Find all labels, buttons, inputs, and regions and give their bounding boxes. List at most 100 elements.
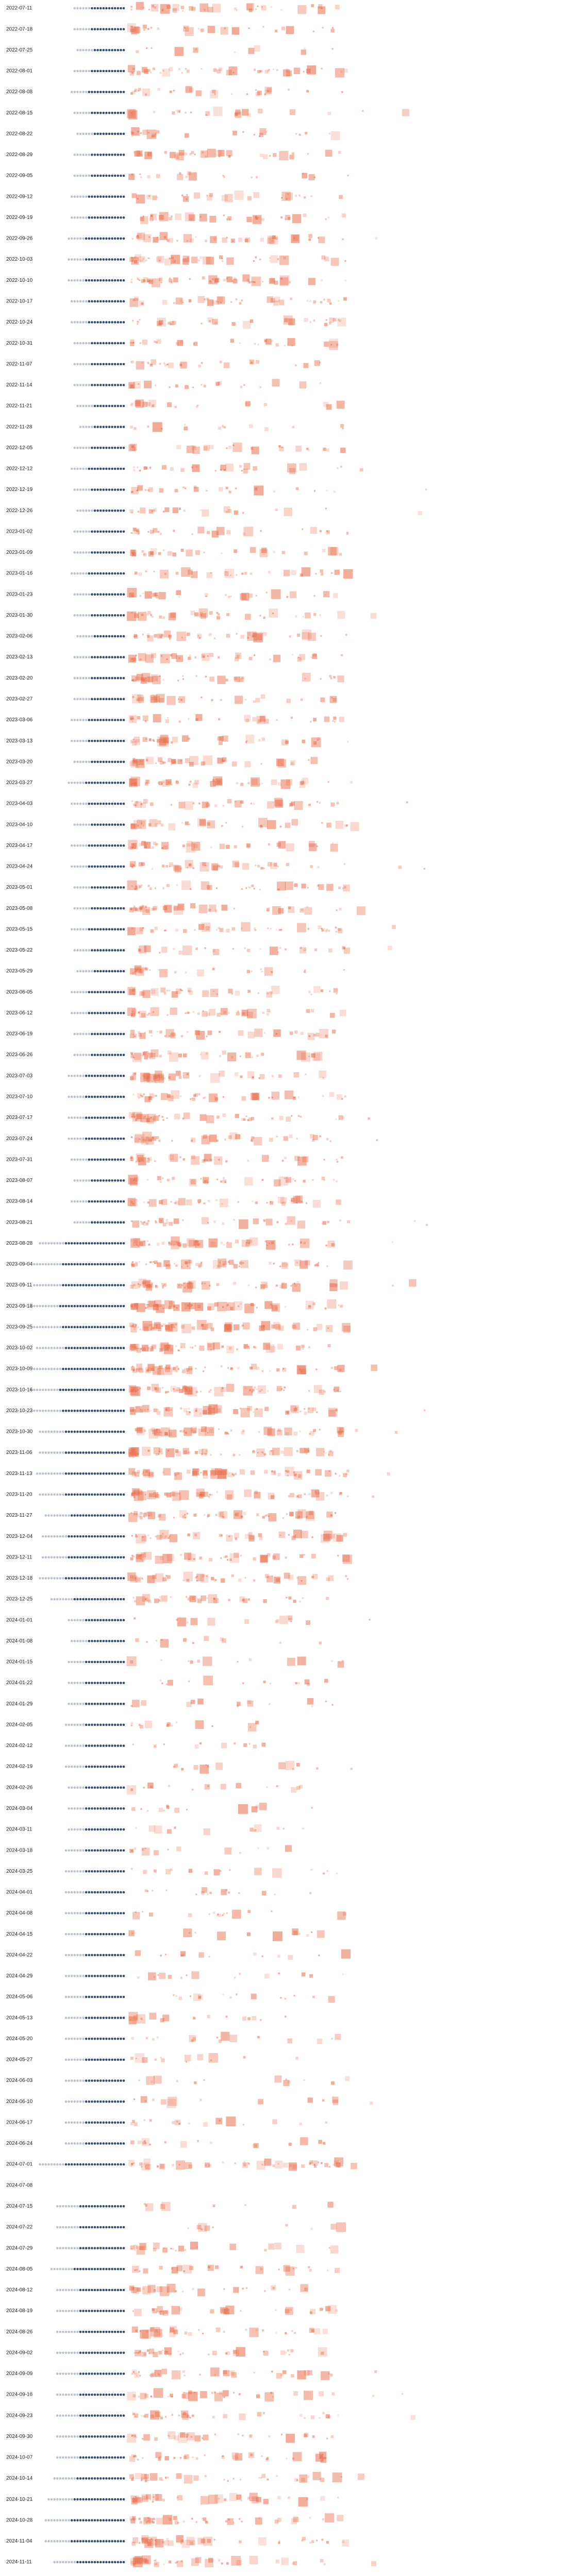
- square: [210, 1073, 220, 1083]
- square: [209, 193, 213, 197]
- square: [323, 591, 330, 598]
- square: [228, 596, 230, 598]
- square: [284, 1572, 290, 1579]
- square: [286, 1263, 288, 1265]
- dot: [93, 1200, 96, 1203]
- dot: [39, 1493, 41, 1496]
- square: [128, 1468, 136, 1475]
- square: [160, 987, 165, 993]
- square: [264, 1406, 269, 1411]
- dot: [99, 404, 102, 408]
- dot: [111, 676, 113, 680]
- square: [137, 1245, 139, 1247]
- square: [179, 1510, 187, 1518]
- dot: [82, 676, 85, 680]
- square: [278, 1176, 288, 1186]
- square: [288, 1244, 290, 1246]
- dot: [122, 488, 125, 491]
- square: [207, 655, 209, 657]
- square: [184, 1427, 192, 1436]
- square: [333, 716, 337, 720]
- square: [138, 383, 140, 385]
- dot: [73, 676, 76, 680]
- dot: [105, 28, 108, 30]
- square: [140, 822, 143, 824]
- square: [131, 445, 134, 448]
- dot: [36, 1367, 39, 1370]
- square: [170, 1007, 177, 1015]
- square: [136, 1348, 141, 1353]
- square: [318, 1262, 320, 1264]
- dot: [70, 1137, 73, 1140]
- dot: [68, 1430, 70, 1433]
- dot: [113, 404, 117, 408]
- dot: [122, 132, 125, 135]
- dot: [76, 1263, 79, 1266]
- square: [350, 781, 353, 784]
- dot: [70, 279, 73, 282]
- square: [226, 257, 234, 265]
- square: [139, 256, 145, 263]
- dot: [79, 7, 82, 10]
- square: [240, 927, 243, 930]
- dot: [85, 1451, 88, 1454]
- square: [145, 570, 147, 572]
- row-label: 2023-03-20: [6, 759, 33, 765]
- dot: [88, 300, 91, 303]
- square: [238, 238, 243, 242]
- square: [201, 613, 207, 619]
- square: [269, 991, 273, 994]
- square: [338, 319, 341, 322]
- square: [147, 1409, 149, 1411]
- square: [321, 1176, 325, 1180]
- square: [239, 1261, 242, 1265]
- square: [296, 633, 301, 637]
- square: [284, 1447, 293, 1456]
- square: [162, 1119, 164, 1121]
- dot: [96, 739, 99, 742]
- dot: [85, 321, 88, 324]
- square: [271, 1303, 280, 1312]
- square: [167, 551, 172, 556]
- square: [130, 1325, 133, 1327]
- dot: [96, 404, 99, 408]
- square: [228, 1135, 232, 1139]
- dot: [108, 404, 111, 408]
- dot: [79, 1388, 82, 1392]
- square: [219, 1071, 225, 1077]
- square: [313, 1429, 316, 1432]
- dot: [111, 1598, 113, 1601]
- dot: [120, 1472, 122, 1475]
- square-group: [130, 1236, 393, 1250]
- square: [139, 1328, 141, 1330]
- dot: [91, 907, 93, 910]
- dot: [79, 279, 82, 282]
- square: [174, 1472, 182, 1480]
- dot: [47, 1367, 50, 1370]
- dot: [47, 1472, 50, 1475]
- dot: [85, 48, 88, 52]
- dot: [85, 823, 88, 826]
- dot: [82, 258, 85, 261]
- dot: [68, 1095, 70, 1098]
- dot: [122, 635, 125, 638]
- dot: [96, 572, 99, 575]
- dot: [122, 970, 125, 973]
- square: [173, 1306, 176, 1308]
- square: [270, 862, 277, 870]
- square: [131, 1008, 137, 1013]
- square: [343, 863, 345, 865]
- square: [216, 1115, 220, 1119]
- square: [159, 738, 167, 745]
- square: [140, 1221, 142, 1223]
- square: [198, 1263, 203, 1267]
- square: [130, 6, 132, 8]
- square: [127, 23, 136, 32]
- dot: [85, 1347, 88, 1349]
- square: [312, 1179, 314, 1181]
- square: [302, 1597, 304, 1599]
- square: [131, 552, 136, 557]
- square: [132, 445, 135, 448]
- square: [256, 1513, 259, 1516]
- square: [264, 427, 269, 432]
